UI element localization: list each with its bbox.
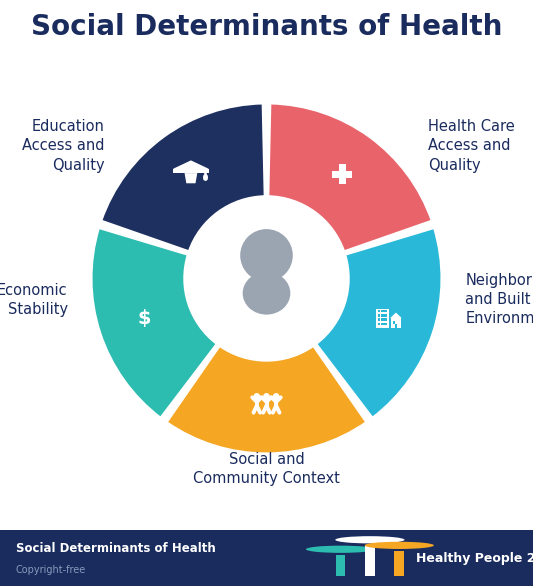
Text: Social Determinants of Health: Social Determinants of Health <box>31 13 502 41</box>
FancyBboxPatch shape <box>391 318 401 328</box>
FancyBboxPatch shape <box>394 551 404 576</box>
FancyBboxPatch shape <box>378 314 381 316</box>
FancyBboxPatch shape <box>336 555 345 576</box>
Polygon shape <box>173 161 209 173</box>
Text: Neighborhood
and Built
Environment: Neighborhood and Built Environment <box>465 273 533 326</box>
FancyBboxPatch shape <box>376 309 389 328</box>
FancyBboxPatch shape <box>384 323 387 325</box>
FancyBboxPatch shape <box>381 314 384 316</box>
Circle shape <box>273 393 279 400</box>
Circle shape <box>254 393 260 400</box>
Circle shape <box>184 196 349 360</box>
Text: Health Care
Access and
Quality: Health Care Access and Quality <box>428 119 515 172</box>
Text: $: $ <box>138 309 151 328</box>
Text: Healthy People 2030: Healthy People 2030 <box>416 551 533 565</box>
FancyBboxPatch shape <box>384 310 387 312</box>
Polygon shape <box>173 169 209 173</box>
Wedge shape <box>101 104 265 251</box>
FancyBboxPatch shape <box>332 171 352 178</box>
FancyBboxPatch shape <box>0 530 533 586</box>
Wedge shape <box>268 104 432 251</box>
Circle shape <box>335 536 405 543</box>
FancyBboxPatch shape <box>381 318 384 321</box>
Ellipse shape <box>243 272 290 315</box>
FancyBboxPatch shape <box>393 322 395 324</box>
Text: Social Determinants of Health: Social Determinants of Health <box>16 541 216 554</box>
Polygon shape <box>390 312 402 318</box>
Wedge shape <box>92 228 217 418</box>
FancyBboxPatch shape <box>378 310 381 312</box>
Wedge shape <box>167 346 366 454</box>
Circle shape <box>306 546 375 553</box>
FancyBboxPatch shape <box>378 323 381 325</box>
Text: Social and
Community Context: Social and Community Context <box>193 452 340 486</box>
FancyBboxPatch shape <box>338 165 346 185</box>
FancyBboxPatch shape <box>394 323 397 328</box>
Text: Copyright-free: Copyright-free <box>16 565 86 575</box>
FancyBboxPatch shape <box>378 318 381 321</box>
Circle shape <box>240 229 293 282</box>
FancyBboxPatch shape <box>384 318 387 321</box>
FancyBboxPatch shape <box>381 323 384 325</box>
Circle shape <box>263 393 270 400</box>
FancyBboxPatch shape <box>381 310 384 312</box>
FancyBboxPatch shape <box>384 314 387 316</box>
FancyBboxPatch shape <box>365 546 375 576</box>
Wedge shape <box>316 228 441 418</box>
Text: Economic
Stability: Economic Stability <box>0 282 68 317</box>
Polygon shape <box>184 173 197 183</box>
Circle shape <box>365 541 434 549</box>
Text: Education
Access and
Quality: Education Access and Quality <box>22 119 105 172</box>
